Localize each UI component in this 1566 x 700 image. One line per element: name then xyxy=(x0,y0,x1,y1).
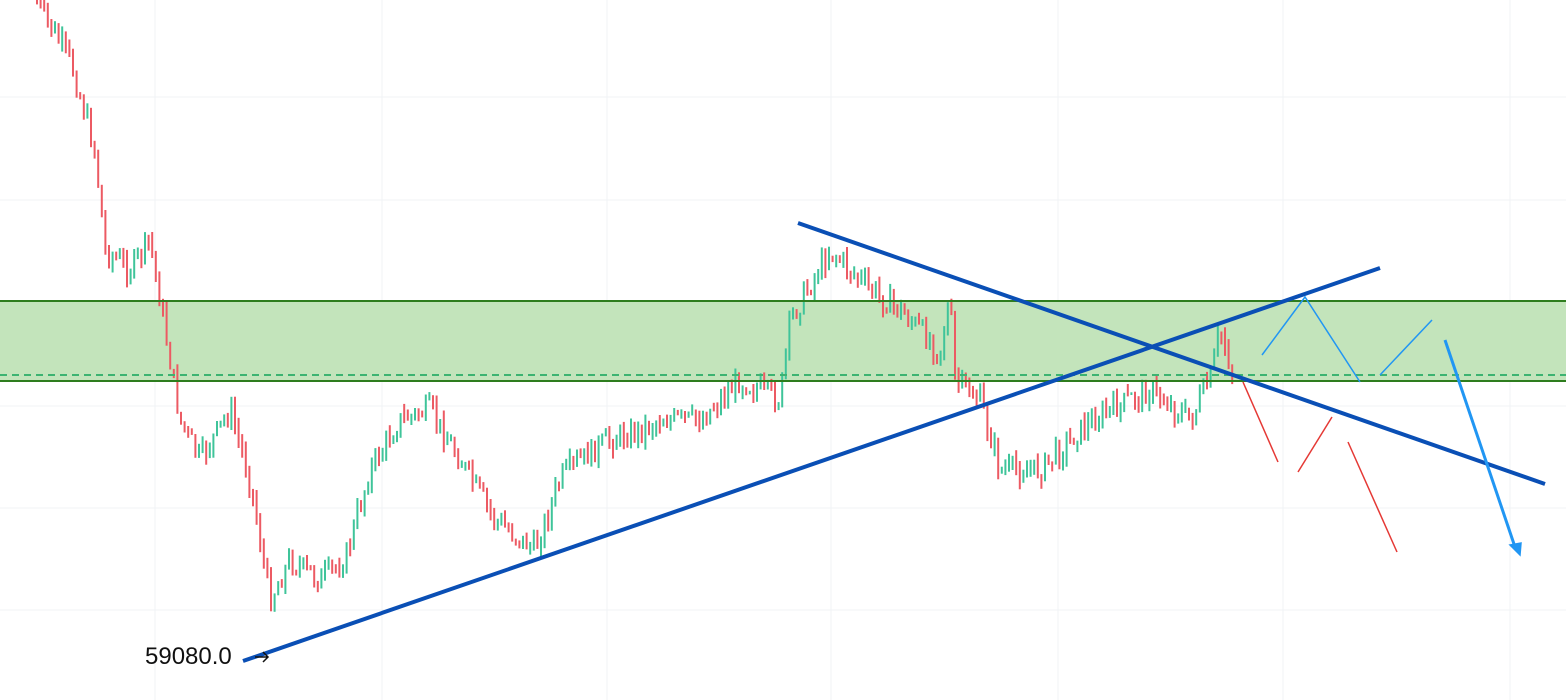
bullish-path xyxy=(1261,295,1522,557)
projection-arrow xyxy=(1443,339,1518,551)
projection-line xyxy=(1379,319,1433,376)
candles xyxy=(36,0,1234,612)
arrow-head xyxy=(1508,542,1522,557)
trendline-down xyxy=(797,221,1546,486)
projection-line xyxy=(1297,416,1333,473)
projection-arrow xyxy=(1242,381,1279,463)
label-arrow xyxy=(255,651,270,663)
price-label: 59080.0 xyxy=(145,643,232,670)
projection-line xyxy=(1261,295,1361,383)
projection-arrow xyxy=(1347,441,1398,553)
bearish-path xyxy=(1242,381,1398,553)
support-zone xyxy=(0,301,1566,381)
trendline-up xyxy=(242,266,1381,663)
